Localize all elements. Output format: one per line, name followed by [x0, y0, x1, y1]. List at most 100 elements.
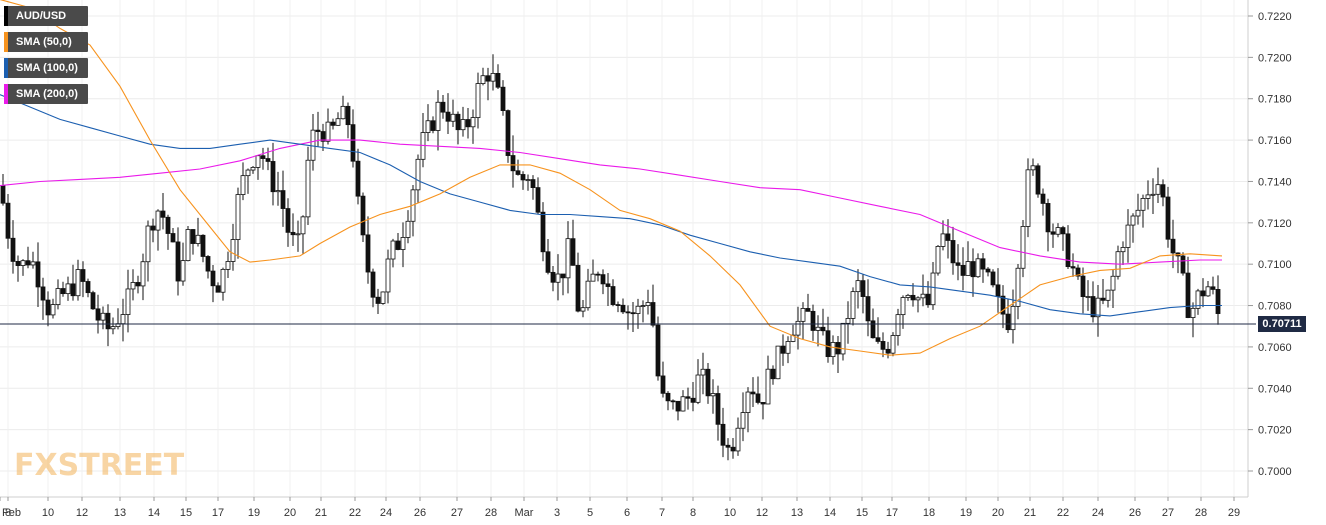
- candle-bull: [140, 261, 146, 287]
- candle-bear: [395, 240, 401, 250]
- candle-bull: [1085, 296, 1091, 298]
- candle-bull: [340, 105, 346, 120]
- candle-bull: [965, 261, 971, 276]
- candle-bear: [805, 308, 811, 312]
- candle-bull: [1125, 224, 1131, 248]
- current-price-tag: 0.70711: [1258, 316, 1306, 332]
- candle-bear: [860, 280, 866, 297]
- candle-bear: [90, 292, 96, 310]
- candle-bear: [1040, 193, 1046, 204]
- candle-bull: [385, 258, 391, 293]
- legend-swatch: [4, 6, 8, 26]
- sma-lines: [0, 0, 1223, 356]
- legend-item-sma100: SMA (100,0): [4, 58, 88, 78]
- x-tick-label: 24: [380, 507, 392, 519]
- candle-bear: [520, 174, 526, 181]
- candle-bear: [505, 110, 511, 156]
- candle-bear: [270, 161, 276, 193]
- candle-bull: [155, 210, 161, 231]
- candle-bull: [20, 260, 26, 266]
- candle-bear: [260, 155, 266, 159]
- candle-bear: [35, 261, 41, 288]
- candle-bull: [220, 268, 226, 293]
- candle-bear: [495, 72, 501, 88]
- candle-bull: [185, 229, 191, 262]
- candle-bull: [590, 273, 596, 282]
- candle-bull: [295, 233, 301, 236]
- candle-bull: [1055, 227, 1061, 235]
- candle-bear: [535, 187, 541, 213]
- candle-bull: [1155, 184, 1161, 195]
- candle-bear: [500, 86, 506, 111]
- candle-bull: [75, 269, 81, 297]
- x-tick-label: 15: [856, 507, 868, 519]
- candle-bear: [1050, 231, 1056, 235]
- candle-bear: [1005, 313, 1011, 331]
- candle-bear: [985, 268, 991, 273]
- candle-bear: [875, 337, 881, 342]
- candle-bear: [715, 393, 721, 425]
- candle-bull: [65, 283, 71, 295]
- candle-bear: [910, 294, 916, 301]
- candle-bull: [740, 412, 746, 429]
- y-tick-label: 0.7100: [1258, 259, 1292, 271]
- candle-bull: [735, 427, 741, 452]
- candle-bear: [720, 423, 726, 446]
- candle-bear: [950, 240, 956, 264]
- candle-bear: [175, 241, 181, 282]
- candle-bull: [890, 335, 896, 354]
- candle-bull: [635, 305, 641, 314]
- candle-bull: [1130, 215, 1136, 226]
- y-tick-label: 0.7160: [1258, 135, 1292, 147]
- candle-bull: [1010, 305, 1016, 331]
- candle-bear: [960, 264, 966, 276]
- x-tick-label: 19: [960, 507, 972, 519]
- candle-bear: [1060, 227, 1066, 235]
- candle-bear: [1075, 267, 1081, 277]
- candle-bull: [1015, 267, 1021, 307]
- candle-bear: [1215, 289, 1221, 314]
- candle-bear: [550, 271, 556, 283]
- y-tick-label: 0.7180: [1258, 94, 1292, 106]
- candle-bull: [400, 237, 406, 250]
- candle-bear: [655, 324, 661, 377]
- sma-100-line: [0, 94, 1222, 317]
- candle-bull: [1140, 198, 1146, 211]
- logo-street: STREET: [57, 448, 185, 483]
- x-tick-label: 22: [1057, 507, 1069, 519]
- candle-bear: [595, 273, 601, 276]
- candle-bull: [895, 314, 901, 336]
- candle-bear: [1045, 203, 1051, 233]
- x-tick-label: 10: [42, 507, 54, 519]
- candle-bear: [430, 120, 436, 131]
- candle-bear: [330, 121, 336, 126]
- candle-bear: [0, 185, 6, 204]
- candle-bear: [650, 302, 656, 326]
- candle-bear: [575, 264, 581, 312]
- candle-bull: [55, 288, 61, 305]
- candle-bull: [380, 291, 386, 304]
- candle-bear: [810, 310, 816, 331]
- x-tick-label: 22: [349, 507, 361, 519]
- candle-bear: [540, 211, 546, 253]
- candle-bear: [750, 391, 756, 395]
- candle-bear: [660, 375, 666, 394]
- candle-bull: [680, 396, 686, 412]
- x-tick-label: 14: [824, 507, 836, 519]
- candle-bull: [475, 83, 481, 118]
- candle-bull: [975, 258, 981, 278]
- candle-bull: [120, 314, 126, 325]
- candle-bear: [1185, 272, 1191, 318]
- candle-bull: [765, 368, 771, 405]
- x-tick-label: 17: [212, 507, 224, 519]
- candle-bear: [925, 293, 931, 306]
- candle-bull: [830, 342, 836, 358]
- x-tick-label: 20: [284, 507, 296, 519]
- fxstreet-logo: FXSTREET: [14, 448, 184, 483]
- candle-bear: [1170, 238, 1176, 254]
- candle-bear: [620, 304, 626, 313]
- candle-bear: [990, 271, 996, 286]
- x-tick-label: 3: [554, 507, 560, 519]
- candle-bull: [850, 291, 856, 319]
